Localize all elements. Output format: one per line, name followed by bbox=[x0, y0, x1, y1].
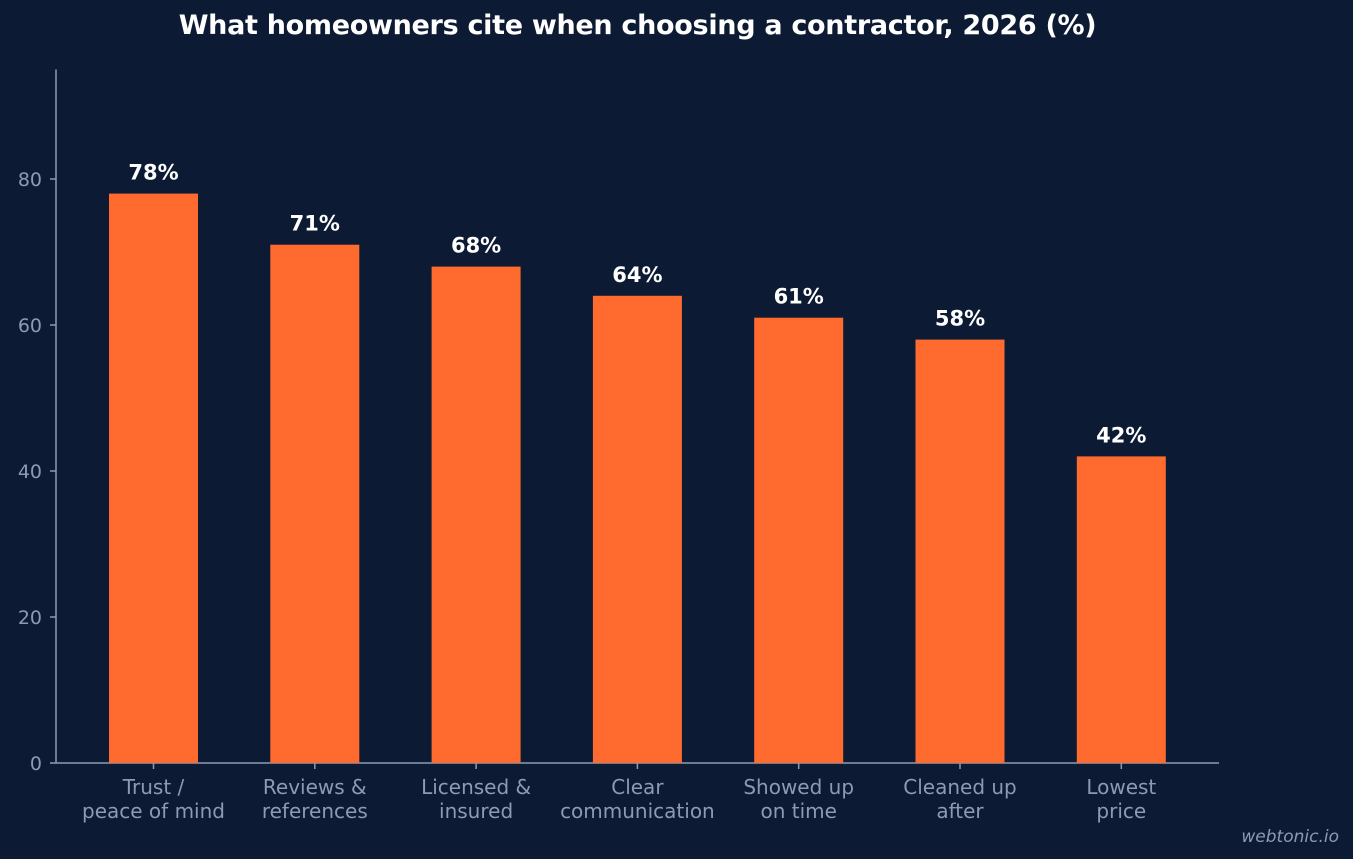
credit-text: webtonic.io bbox=[1241, 827, 1339, 847]
data-label: 58% bbox=[935, 307, 985, 331]
bar bbox=[1076, 456, 1166, 763]
x-tick-label: Licensed & bbox=[421, 775, 531, 799]
y-tick-label: 40 bbox=[18, 461, 42, 483]
y-tick-label: 80 bbox=[18, 169, 42, 191]
y-tick-label: 20 bbox=[18, 607, 42, 629]
data-label: 78% bbox=[128, 161, 178, 185]
x-tick-label: references bbox=[262, 799, 368, 823]
x-tick-label: Cleaned up bbox=[903, 775, 1017, 799]
x-tick-label: Lowest bbox=[1086, 775, 1156, 799]
x-tick-label: Clear bbox=[611, 775, 664, 799]
x-tick-label: insured bbox=[439, 799, 513, 823]
x-tick-label: price bbox=[1096, 799, 1146, 823]
data-label: 42% bbox=[1096, 423, 1146, 447]
data-label: 61% bbox=[774, 285, 824, 309]
bar bbox=[109, 193, 198, 764]
bar bbox=[754, 317, 844, 763]
data-label: 71% bbox=[290, 212, 340, 236]
data-label: 64% bbox=[612, 263, 662, 287]
bar bbox=[270, 244, 360, 763]
x-tick-label: Trust / bbox=[122, 775, 185, 799]
y-tick-label: 0 bbox=[30, 753, 42, 775]
bar bbox=[431, 266, 521, 763]
bar bbox=[592, 295, 682, 763]
x-tick-label: peace of mind bbox=[82, 799, 225, 823]
x-tick-label: on time bbox=[760, 799, 836, 823]
bar bbox=[915, 339, 1005, 763]
labels: 78% Trust /peace of mind 71% Reviews &refer… bbox=[82, 161, 1156, 823]
x-tick-label: Showed up bbox=[743, 775, 854, 799]
x-tick-label: Reviews & bbox=[263, 775, 367, 799]
x-tick-label: after bbox=[936, 799, 984, 823]
chart-title: What homeowners cite when choosing a con… bbox=[178, 10, 1097, 41]
y-tick-label: 60 bbox=[18, 315, 42, 337]
x-tick-label: communication bbox=[560, 799, 715, 823]
bars bbox=[109, 193, 1166, 764]
data-label: 68% bbox=[451, 234, 501, 258]
